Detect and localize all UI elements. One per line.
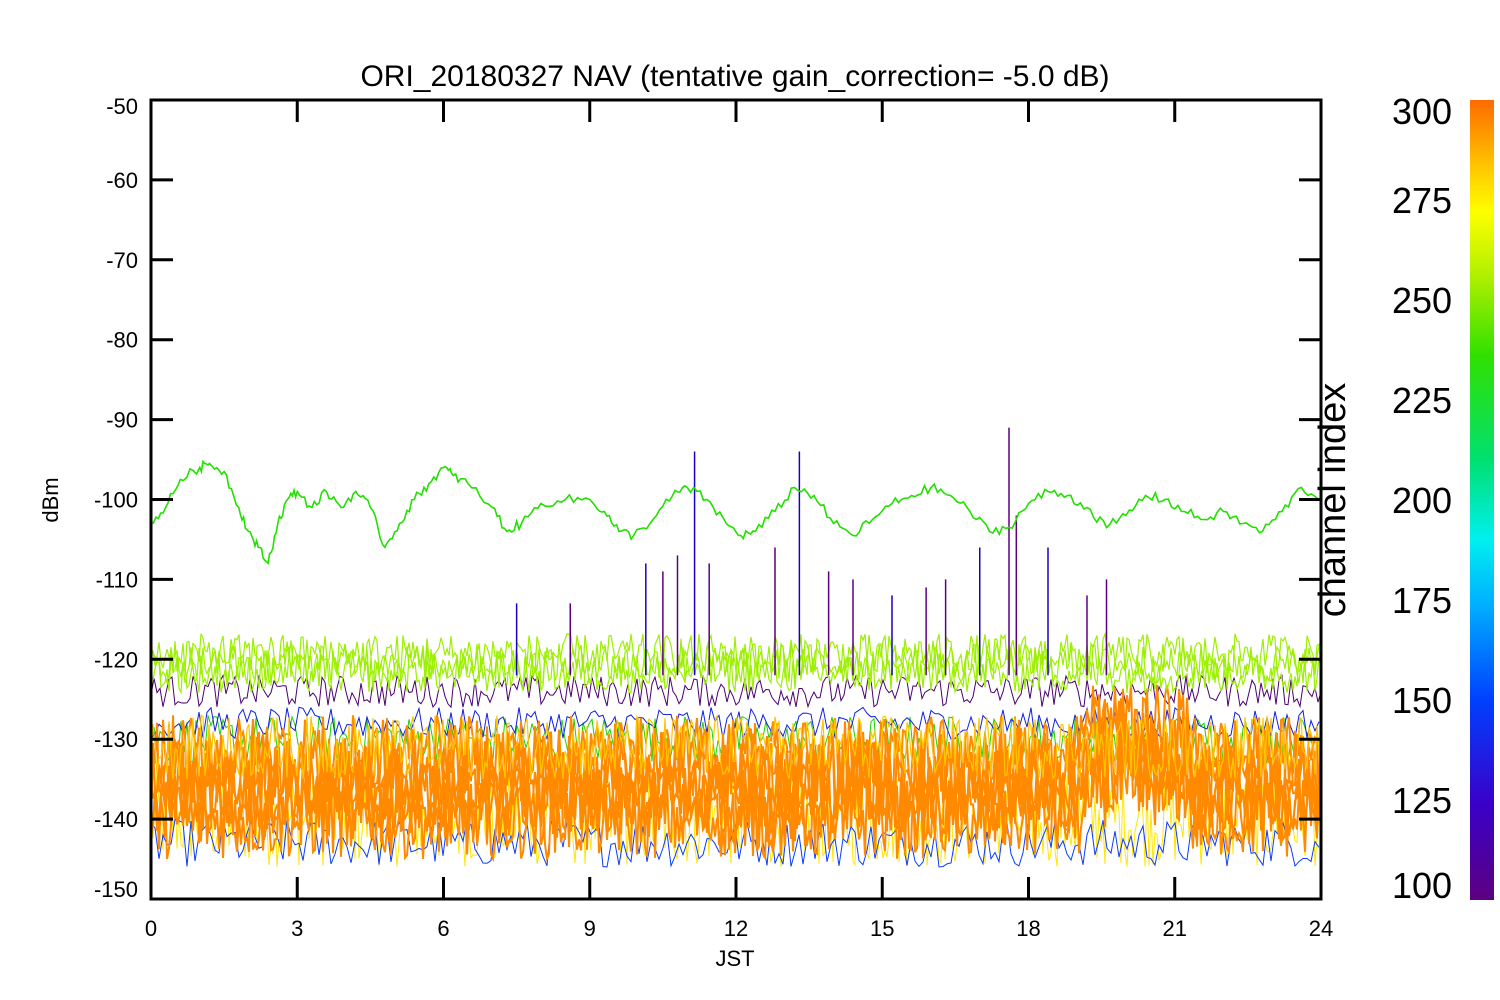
x-axis: 0 3 6 9 12 15 18 21 24	[145, 100, 1333, 941]
x-axis-label: JST	[715, 946, 754, 971]
plot-area	[151, 427, 1321, 868]
y-axis: -50 -60 -70 -80 -90 -100 -110 -120 -130 -140 -150	[94, 94, 1321, 902]
colorbar-tick-label: 100	[1392, 865, 1452, 906]
lime-band-trace	[151, 641, 1321, 685]
colorbar-label: channel index	[1312, 383, 1354, 618]
y-tick-label: -140	[94, 807, 138, 832]
colorbar-ticks: 300 275 250 225 200 175 150 125 100	[1392, 91, 1452, 906]
colorbar-tick-label: 300	[1392, 91, 1452, 132]
y-tick-label: -90	[106, 408, 138, 433]
colorbar-tick-label: 275	[1392, 180, 1452, 221]
y-tick-label: -150	[94, 877, 138, 902]
x-tick-label: 12	[724, 916, 748, 941]
lime-band-trace	[151, 631, 1321, 674]
y-tick-label: -130	[94, 727, 138, 752]
x-tick-label: 15	[870, 916, 894, 941]
colorbar-tick-label: 175	[1392, 580, 1452, 621]
colorbar-tick-label: 150	[1392, 680, 1452, 721]
y-tick-label: -70	[106, 248, 138, 273]
amber-upper-trace	[151, 713, 1321, 780]
spikes	[515, 427, 1108, 676]
colorbar-tick-label: 200	[1392, 480, 1452, 521]
y-tick-label: -120	[94, 647, 138, 672]
orange-main-trace	[151, 683, 1321, 798]
x-tick-label: 3	[291, 916, 303, 941]
series-group	[151, 459, 1321, 566]
noise-band	[151, 631, 1321, 868]
y-tick-label: -50	[106, 94, 138, 119]
colorbar	[1470, 100, 1494, 900]
y-tick-label: -110	[96, 567, 138, 592]
x-tick-label: 24	[1309, 916, 1333, 941]
x-tick-label: 0	[145, 916, 157, 941]
colorbar-tick-label: 250	[1392, 280, 1452, 321]
chart-title: ORI_20180327 NAV (tentative gain_correct…	[360, 60, 1109, 93]
y-axis-label: dBm	[38, 477, 63, 522]
y-tick-label: -100	[94, 488, 138, 513]
colorbar-tick-label: 225	[1392, 380, 1452, 421]
series-line	[151, 459, 1321, 566]
x-tick-label: 21	[1163, 916, 1187, 941]
colorbar-tick-label: 125	[1392, 780, 1452, 821]
x-tick-label: 6	[437, 916, 449, 941]
y-tick-label: -80	[106, 328, 138, 353]
x-tick-label: 18	[1016, 916, 1040, 941]
x-tick-label: 9	[584, 916, 596, 941]
y-tick-label: -60	[106, 168, 138, 193]
